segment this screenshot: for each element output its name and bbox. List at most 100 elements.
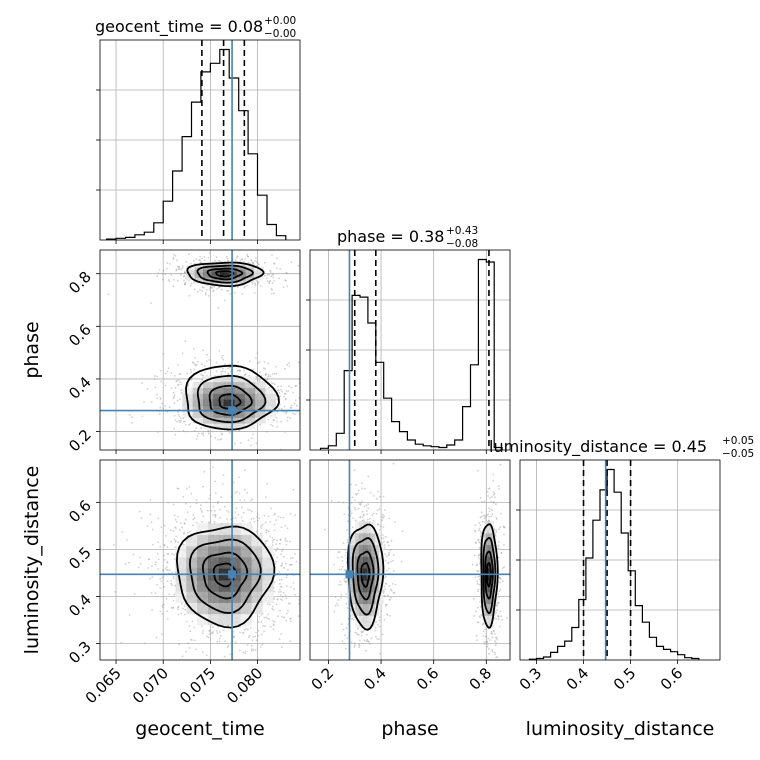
scatter-point-2-1-1 [475,524,477,526]
scatter-point-1-0-0 [157,272,159,274]
scatter-point-2-0-0 [166,598,168,600]
scatter-point-2-1-1 [493,631,495,633]
scatter-point-2-0-0 [251,645,253,647]
scatter-point-2-0-0 [258,518,260,520]
ytick-label-luminosity_distance-3: 0.6 [65,496,95,526]
scatter-point-2-0-0 [226,510,228,512]
scatter-point-1-0-0 [163,270,165,272]
scatter-point-1-0-1 [252,434,254,436]
scatter-point-2-0-0 [177,541,179,543]
scatter-point-2-1-0 [341,623,343,625]
scatter-point-2-0-0 [264,625,266,627]
scatter-point-1-0-0 [173,254,175,256]
scatter-point-2-0-0 [258,621,260,623]
scatter-point-1-0-1 [174,394,176,396]
scatter-point-2-1-0 [357,493,359,495]
scatter-point-1-0-1 [267,363,269,365]
scatter-point-2-0-0 [150,499,152,501]
scatter-point-2-0-0 [182,496,184,498]
scatter-point-2-1-1 [479,524,481,526]
scatter-point-1-0-1 [201,364,203,366]
scatter-point-2-1-0 [355,674,357,676]
scatter-point-2-1-0 [386,570,388,572]
scatter-point-1-0-0 [182,267,184,269]
scatter-point-2-1-0 [375,636,377,638]
scatter-point-1-0-1 [266,431,268,433]
scatter-point-2-0-0 [275,519,277,521]
scatter-point-1-0-0 [285,280,287,282]
scatter-point-1-0-1 [202,350,204,352]
scatter-point-1-0-1 [276,373,278,375]
scatter-point-1-0-0 [201,290,203,292]
scatter-point-2-0-0 [164,544,166,546]
density-cell-2-0-0 [186,557,197,569]
scatter-point-1-0-0 [224,300,226,302]
scatter-point-2-0-0 [283,556,285,558]
scatter-point-2-0-0 [162,606,164,608]
density-cell-1-0-1 [224,388,235,394]
scatter-point-2-1-0 [367,476,369,478]
scatter-point-1-0-0 [237,255,239,257]
scatter-point-1-0-1 [204,365,206,367]
scatter-point-2-0-0 [265,543,267,545]
scatter-point-1-0-0 [260,285,262,287]
scatter-point-2-0-0 [147,525,149,527]
scatter-point-2-0-0 [266,532,268,534]
scatter-point-2-1-0 [352,496,354,498]
ytick-label-luminosity_distance-0: 0.3 [65,638,95,668]
scatter-point-2-1-0 [379,653,381,655]
scatter-point-2-0-0 [183,533,185,535]
scatter-point-2-0-0 [241,516,243,518]
scatter-point-2-0-0 [187,511,189,513]
scatter-point-1-0-1 [161,403,163,405]
scatter-point-1-0-1 [202,432,204,434]
scatter-point-1-0-0 [273,280,275,282]
scatter-point-2-1-1 [492,480,494,482]
scatter-point-1-0-1 [259,424,261,426]
scatter-point-2-0-0 [206,501,208,503]
scatter-point-2-0-0 [177,607,179,609]
scatter-point-1-0-1 [296,405,298,407]
scatter-point-2-0-0 [289,640,291,642]
scatter-point-2-0-0 [254,636,256,638]
scatter-point-2-0-0 [228,511,230,513]
scatter-point-1-0-1 [255,357,257,359]
scatter-point-2-1-0 [390,549,392,551]
xlabel-luminosity-distance: luminosity_distance [526,718,715,740]
scatter-point-2-0-0 [273,628,275,630]
scatter-point-1-0-0 [227,258,229,260]
scatter-point-2-0-0 [236,491,238,493]
scatter-point-2-1-0 [342,566,344,568]
scatter-point-2-0-0 [308,587,310,589]
scatter-point-2-0-0 [242,520,244,522]
scatter-point-2-0-0 [184,614,186,616]
scatter-point-2-0-0 [157,541,159,543]
scatter-point-1-0-0 [204,259,206,261]
scatter-point-1-0-0 [203,256,205,258]
ylabel-phase: phase [21,321,43,378]
scatter-point-2-0-0 [160,526,162,528]
ytick-label-luminosity_distance-1: 0.4 [65,591,95,621]
scatter-point-2-1-1 [500,513,502,515]
scatter-point-2-1-0 [347,539,349,541]
scatter-point-2-1-0 [379,619,381,621]
scatter-point-1-0-1 [178,379,180,381]
scatter-point-1-0-0 [298,265,300,267]
scatter-point-1-0-1 [287,416,289,418]
scatter-point-2-1-1 [494,652,496,654]
scatter-point-2-0-0 [186,621,188,623]
scatter-point-2-1-1 [496,531,498,533]
scatter-point-2-1-0 [335,596,337,598]
scatter-point-2-0-0 [171,553,173,555]
scatter-point-1-0-0 [213,286,215,288]
scatter-point-2-1-0 [354,500,356,502]
scatter-point-2-0-0 [257,520,259,522]
scatter-point-2-1-1 [500,611,502,613]
scatter-point-1-0-1 [206,360,208,362]
scatter-point-2-1-0 [367,503,369,505]
density-cell-1-0-1 [203,394,214,400]
scatter-point-2-0-0 [185,519,187,521]
scatter-point-1-0-0 [170,274,172,276]
scatter-point-2-1-1 [479,528,481,530]
scatter-point-2-1-1 [501,619,503,621]
